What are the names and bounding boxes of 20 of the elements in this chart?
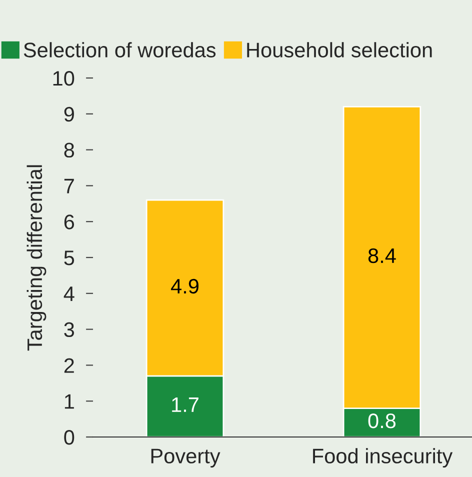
y-tick-label: 6 xyxy=(64,214,74,230)
y-tick-label: 2 xyxy=(64,358,74,373)
legend-label: Household selection xyxy=(247,42,432,58)
data-label: 4.9 xyxy=(170,278,198,294)
y-tick-label: 3 xyxy=(64,322,74,338)
data-label: 8.4 xyxy=(368,248,396,264)
y-tick-label: 0 xyxy=(64,430,74,445)
y-tick-label: 4 xyxy=(64,286,74,301)
y-tick-label: 8 xyxy=(64,142,74,158)
data-label: 1.7 xyxy=(172,398,198,412)
y-tick-label: 7 xyxy=(64,178,74,194)
y-axis-title: Targeting differential xyxy=(26,165,46,351)
y-tick-label: 10 xyxy=(53,71,74,86)
y-tick-label: 9 xyxy=(64,106,74,122)
data-label: 0.8 xyxy=(368,413,396,428)
legend-label: Selection of woredas xyxy=(24,42,216,58)
y-tick-label: 1 xyxy=(64,394,74,409)
x-tick-label: Poverty xyxy=(151,448,220,468)
x-tick-label: Food insecurity xyxy=(313,448,453,468)
y-tick-label: 5 xyxy=(64,250,74,266)
